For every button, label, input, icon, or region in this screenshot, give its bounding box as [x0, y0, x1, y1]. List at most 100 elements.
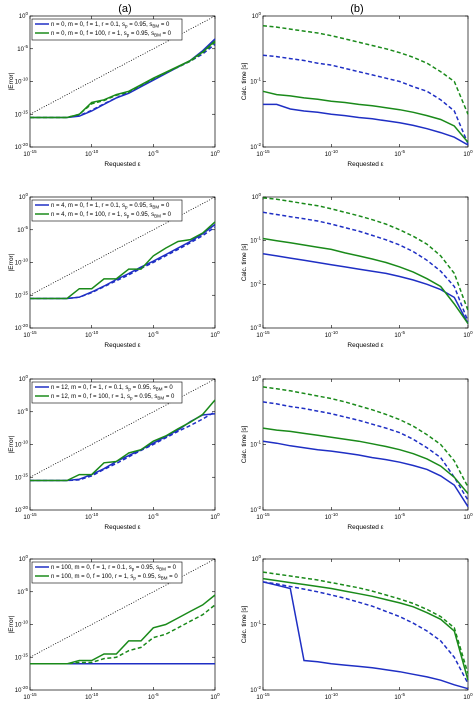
plot-frame — [262, 558, 469, 691]
y-tick-label: 10-1 — [250, 236, 261, 245]
y-tick-label-base: 10 — [252, 377, 259, 383]
x-tick-label-base: 10 — [256, 515, 263, 521]
y-tick-label: 100 — [19, 374, 29, 383]
y-tick-label-exp: -10 — [21, 258, 28, 263]
x-tick-label-exp: -15 — [30, 692, 37, 697]
x-tick-label-base: 10 — [463, 695, 470, 701]
x-tick-label-exp: -5 — [155, 512, 159, 517]
x-tick-label: 10-10 — [325, 512, 339, 521]
series-line-blue-dash — [30, 411, 216, 482]
x-tick-label: 10-15 — [23, 149, 37, 158]
legend-text-part: p — [130, 396, 133, 401]
y-tick-label-base: 10 — [17, 410, 24, 416]
x-tick-label: 10-5 — [148, 512, 159, 521]
y-axis-label: Calc. time [s] — [241, 606, 248, 644]
legend: n = 12, m = 0, f = 1, r = 0.1, sp = 0.95… — [31, 381, 183, 404]
y-tick-label-base: 10 — [250, 282, 257, 288]
x-axis-label: Requested ε — [347, 161, 383, 168]
y-tick-label-base: 10 — [252, 14, 259, 20]
x-tick-label-exp: -15 — [263, 149, 270, 154]
y-tick-label: 10-1 — [250, 77, 261, 86]
series-line-blue-solid — [262, 581, 469, 690]
y-tick-label-base: 10 — [17, 47, 24, 53]
x-tick-label-exp: 0 — [470, 149, 473, 154]
y-axis-label: |Error| — [8, 253, 15, 271]
y-tick-label: 10-2 — [250, 505, 261, 514]
panel-row2-b: 10-1510-1010-510010-310-210-1100Requeste… — [241, 192, 473, 349]
x-tick-label-exp: -15 — [30, 330, 37, 335]
series-line-black-dot — [29, 15, 216, 115]
y-tick-label: 100 — [252, 374, 262, 383]
plot-frame — [262, 15, 469, 148]
series-line-green-dash — [262, 571, 469, 674]
x-tick-label-base: 10 — [23, 695, 30, 701]
x-tick-label-base: 10 — [148, 333, 155, 339]
x-axis-label: Requested ε — [347, 342, 383, 349]
x-tick-label: 100 — [210, 692, 220, 701]
panel-row2-a: 10-1510-1010-510010-2010-1510-1010-5100R… — [8, 192, 220, 349]
series-line-green-solid — [262, 90, 469, 143]
legend-text-part: n = 12, m = 0, f = 1, r = 0.1, s — [51, 385, 128, 391]
x-tick-label-base: 10 — [85, 695, 92, 701]
x-tick-label-exp: -10 — [92, 330, 99, 335]
y-tick-label-exp: -15 — [21, 652, 28, 657]
y-axis-label: Calc. time [s] — [241, 63, 248, 101]
y-tick-label: 10-2 — [250, 142, 261, 151]
y-tick-label-exp: -1 — [257, 236, 261, 241]
x-tick-label-exp: -10 — [92, 692, 99, 697]
y-tick-label: 100 — [252, 554, 262, 563]
y-tick-label-base: 10 — [15, 112, 22, 118]
x-tick-label-exp: -15 — [263, 692, 270, 697]
series-line-blue-dash — [30, 226, 216, 300]
legend: n = 0, m = 0, f = 1, r = 0.1, sp = 0.95,… — [31, 18, 183, 41]
legend: n = 4, m = 0, f = 1, r = 0.1, sp = 0.95,… — [31, 199, 183, 222]
y-tick-label-base: 10 — [19, 14, 26, 20]
y-tick-label-exp: -20 — [21, 142, 28, 147]
series-line-green-dash — [262, 386, 469, 488]
x-tick-label: 10-15 — [256, 149, 270, 158]
x-tick-label-exp: 0 — [217, 692, 220, 697]
x-tick-label-exp: 0 — [470, 692, 473, 697]
x-tick-label-exp: -5 — [155, 149, 159, 154]
series-line-green-solid — [30, 399, 216, 482]
y-tick-label: 10-10 — [15, 620, 29, 629]
y-tick-label-base: 10 — [250, 443, 257, 449]
x-tick-label: 10-15 — [23, 330, 37, 339]
x-tick-label: 10-10 — [325, 330, 339, 339]
y-tick-label-base: 10 — [252, 557, 259, 563]
y-tick-label-base: 10 — [15, 326, 22, 332]
y-tick-label: 10-2 — [250, 279, 261, 288]
y-tick-label: 100 — [19, 11, 29, 20]
x-tick-label: 100 — [210, 149, 220, 158]
series-line-black-dot — [29, 558, 216, 658]
y-tick-label: 10-5 — [17, 225, 28, 234]
x-tick-label: 10-5 — [394, 330, 405, 339]
y-tick-label-exp: -3 — [257, 323, 261, 328]
y-tick-label-exp: 0 — [258, 374, 261, 379]
y-tick-label-exp: -1 — [257, 620, 261, 625]
series-line-blue-solid — [263, 103, 469, 146]
y-tick-label-base: 10 — [17, 590, 24, 596]
y-tick-label-base: 10 — [15, 443, 22, 449]
series-line-blue-dash — [262, 401, 469, 501]
x-tick-label: 10-10 — [85, 149, 99, 158]
legend-text-part: = 0.95, s — [131, 385, 156, 391]
y-tick-label-exp: -10 — [21, 620, 28, 625]
y-tick-label-exp: -15 — [21, 472, 28, 477]
y-tick-label-exp: -2 — [257, 505, 261, 510]
x-tick-label-base: 10 — [394, 333, 401, 339]
legend-text-part: = 0 — [166, 565, 177, 571]
legend: n = 100, m = 0, f = 1, r = 0.1, sp = 0.9… — [31, 561, 183, 584]
y-tick-label-base: 10 — [15, 623, 22, 629]
legend-text-part: = 0.95, s — [133, 394, 158, 400]
legend-entry: n = 4, m = 0, f = 1, r = 0.1, sp = 0.95,… — [51, 203, 170, 210]
legend-text-part: p — [125, 205, 128, 210]
x-tick-label-base: 10 — [210, 333, 217, 339]
legend-text-part: p — [132, 567, 135, 572]
x-tick-label: 10-15 — [256, 692, 270, 701]
y-tick-label: 10-10 — [15, 77, 29, 86]
y-tick-label-exp: -20 — [21, 505, 28, 510]
x-tick-label-base: 10 — [85, 515, 92, 521]
legend-text-part: = 0.95, s — [129, 212, 154, 218]
